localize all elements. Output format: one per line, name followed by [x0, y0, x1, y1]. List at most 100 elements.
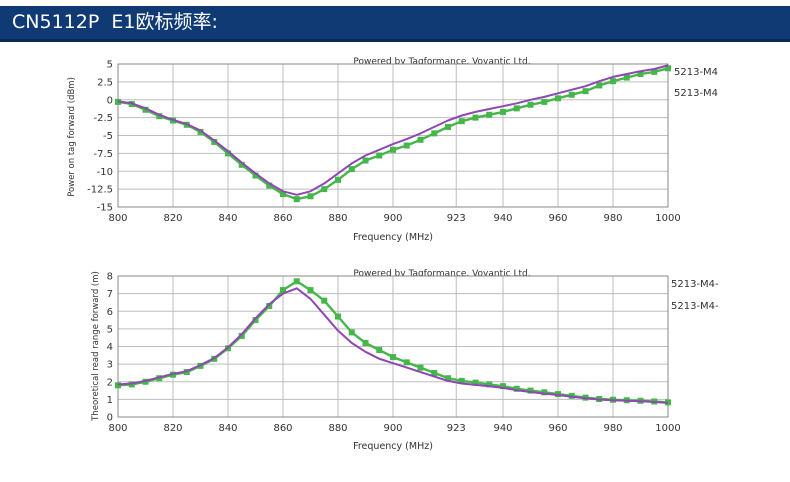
- chart-2-series-1-point: [541, 389, 548, 396]
- chart-1-x-tick-label: 820: [163, 213, 182, 224]
- chart-1-legend-series-1: 5213-M4: [674, 67, 718, 78]
- chart-2-series-1-point: [280, 287, 286, 294]
- chart-1-y-tick-label: 2.5: [97, 77, 113, 88]
- chart-2-series-1-point: [486, 381, 493, 388]
- chart-1-series-1-point: [335, 176, 341, 183]
- chart-1-series-1-point: [458, 118, 465, 125]
- chart-2-x-axis-label: Frequency (MHz): [353, 441, 433, 452]
- chart-1-series-1-point: [472, 114, 479, 121]
- chart-2-legend-series-2: 5213-M4-: [671, 301, 719, 312]
- chart-2-series-1-point: [445, 375, 451, 382]
- chart-1-credit: Powered by Tagformance, Voyantic Ltd.: [353, 57, 530, 67]
- chart-1-y-tick-label: -10: [97, 167, 113, 178]
- page-title: CN5112P E1欧标频率:: [12, 11, 218, 33]
- chart-1-series-1-point: [252, 172, 259, 179]
- chart-1-y-tick-label: -15: [97, 203, 113, 214]
- chart-2-x-tick-label: 1000: [655, 423, 680, 434]
- chart-1-series-1-point: [541, 98, 548, 105]
- chart-2-x-tick-label: 800: [108, 423, 127, 434]
- chart-1-x-tick-label: 860: [273, 213, 292, 224]
- chart-1-x-tick-label: 960: [548, 213, 567, 224]
- chart-2-y-tick-label: 4: [107, 342, 113, 353]
- chart-2-y-tick-label: 1: [107, 395, 113, 406]
- chart-1-y-tick-label: -12.5: [87, 185, 113, 196]
- chart-1-plot: 800 820 840 860 880 900 923 940 960 980 1000 5 2.5 0 -…: [87, 60, 681, 225]
- chart-2-series-1-point: [238, 332, 245, 339]
- chart-2-y-tick-label: 3: [107, 360, 113, 371]
- chart-2-series-1-point: [362, 339, 369, 346]
- chart-1-series-1-point: [486, 111, 493, 118]
- chart-2-series-1-point: [252, 317, 259, 324]
- chart-2-x-tick-label: 840: [218, 423, 237, 434]
- chart-2-x-tick-label: 900: [383, 423, 402, 434]
- chart-1-series-1-point: [390, 146, 396, 153]
- chart-1-series-1-point: [568, 91, 575, 98]
- chart-1-plot-frame: [117, 63, 669, 208]
- chart-1-series-1-point: [156, 113, 163, 120]
- chart-1-series-1-point: [623, 74, 630, 81]
- chart-1-series-1-point: [403, 142, 410, 149]
- chart-1-x-tick-label: 940: [493, 213, 512, 224]
- chart-1-series-1-point: [348, 166, 355, 173]
- chart-1-x-tick-label: 900: [383, 213, 402, 224]
- chart-2-x-tick-label: 960: [548, 423, 567, 434]
- chart-1-x-tick-label: 923: [447, 213, 466, 224]
- chart-1-series-1-point: [431, 130, 438, 137]
- chart-1-series-1-point: [417, 136, 424, 143]
- chart-2-x-tick-label: 860: [273, 423, 292, 434]
- chart-2-series-1-point: [321, 297, 328, 304]
- chart-1-legend-series-2: 5213-M4: [674, 88, 718, 99]
- chart-1-y-tick-label: 5: [107, 60, 113, 71]
- chart-1-series-2-line: [117, 64, 669, 196]
- chart-2-credit: Powered by Tagformance, Voyantic Ltd.: [353, 269, 530, 279]
- chart-1-series-1-point: [225, 150, 231, 157]
- chart-1-x-tick-label: 1000: [655, 213, 680, 224]
- chart-1-y-axis-label: Power on tag forward (dBm): [67, 77, 77, 197]
- chart-2-series-1-point: [527, 387, 534, 394]
- chart-2-y-tick-label: 5: [107, 324, 113, 335]
- chart-2-plot-frame: [117, 275, 669, 418]
- chart-2-x-tick-label: 880: [328, 423, 347, 434]
- chart-1-x-axis-label: Frequency (MHz): [353, 232, 433, 243]
- chart-1-series-1-point: [637, 71, 644, 78]
- chart-1-series-1-point: [596, 82, 603, 89]
- chart-1-series-1-point: [513, 105, 520, 112]
- chart-1-series-1-point: [280, 191, 286, 198]
- chart-2-x-tick-label: 940: [493, 423, 512, 434]
- chart-1-x-tick-label: 980: [603, 213, 622, 224]
- chart-1-x-tick-label: 880: [328, 213, 347, 224]
- chart-2-y-tick-label: 0: [107, 413, 113, 424]
- chart-1-series-1-point: [445, 123, 451, 130]
- chart-2-y-tick-label: 7: [107, 289, 113, 300]
- chart-1-series-1-point: [665, 65, 671, 72]
- chart-1-series-1-point: [266, 182, 273, 189]
- chart-1-y-tick-label: -5: [103, 131, 113, 142]
- chart-2-series-1-point: [115, 382, 121, 389]
- chart-2-series-1-point: [458, 377, 465, 384]
- chart-2-y-tick-label: 2: [107, 377, 113, 388]
- chart-1-series-1-point: [321, 186, 328, 193]
- chart-2-plot: 800 820 840 860 880 900 923 940 960 980 1000 8 7 6 5 4 3…: [107, 272, 681, 435]
- chart-1-series-1-point: [610, 78, 616, 85]
- chart-1-series-1-point: [307, 193, 314, 200]
- chart-2-series-1-point: [335, 313, 341, 320]
- chart-1-series-1-point: [362, 157, 369, 164]
- chart-1-series-1-point: [376, 152, 383, 159]
- title-bar: CN5112P E1欧标频率:: [0, 6, 790, 42]
- chart-1-series-1-point: [527, 101, 534, 108]
- chart-1-series-1-point: [500, 108, 506, 115]
- chart-2-x-tick-label: 980: [603, 423, 622, 434]
- chart-2-series-1-point: [348, 329, 355, 336]
- chart-2-y-tick-label: 8: [107, 272, 113, 283]
- chart-1-series-1-point: [582, 88, 589, 95]
- chart-2-series-1-point: [513, 385, 520, 392]
- chart-2-series-1-point: [293, 278, 300, 285]
- chart-2-y-tick-label: 6: [107, 307, 113, 318]
- chart-1-y-tick-label: -2.5: [93, 113, 113, 124]
- chart-1-y-tick-label: 0: [107, 95, 113, 106]
- chart-1-x-tick-label: 840: [218, 213, 237, 224]
- chart-1-series-1-point: [555, 95, 561, 102]
- chart-1-y-tick-label: -7.5: [93, 149, 113, 160]
- chart-2-series-1-point: [376, 347, 383, 354]
